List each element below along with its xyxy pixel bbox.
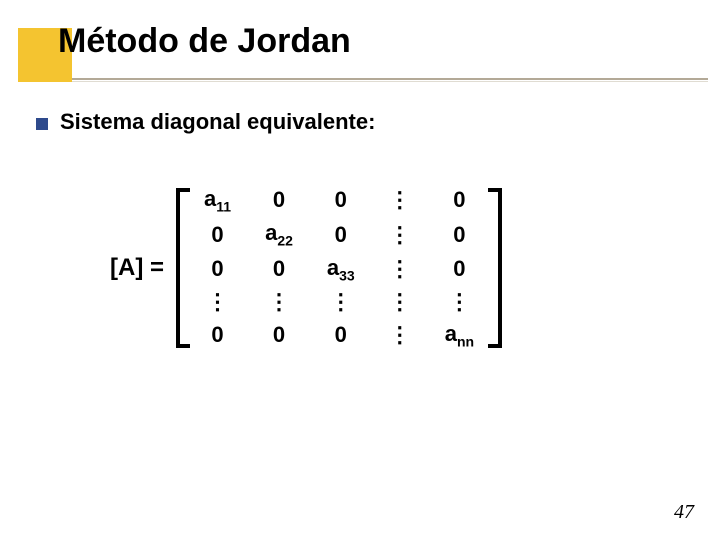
matrix-cell: 0 (335, 322, 347, 348)
matrix-cell: ⋮ (389, 322, 411, 348)
title-underline (18, 78, 708, 80)
matrix-cell: ⋮ (389, 256, 411, 282)
matrix-cell: a22 (265, 220, 293, 248)
matrix-bracket-right (488, 188, 502, 348)
matrix-bracket-left (176, 188, 190, 348)
matrix-cell: ⋮ (448, 289, 470, 315)
matrix-grid: a11 0 0 ⋮ 0 0 a22 0 ⋮ 0 0 0 a33 ⋮ 0 ⋮ ⋮ ⋮ ⋮ ⋮ 0 0 0 ⋮ ann (190, 180, 488, 356)
matrix-cell: 0 (273, 322, 285, 348)
bullet-text: Sistema diagonal equivalente: (60, 109, 375, 135)
matrix-cell: 0 (273, 187, 285, 213)
matrix-cell: 0 (453, 187, 465, 213)
matrix-cell: 0 (335, 187, 347, 213)
matrix-cell: ⋮ (389, 289, 411, 315)
matrix-cell: ⋮ (207, 289, 229, 315)
matrix-cell: ⋮ (389, 187, 411, 213)
matrix-cell: 0 (211, 322, 223, 348)
bullet-icon (36, 118, 48, 130)
matrix-equation: [A] = a11 0 0 ⋮ 0 0 a22 0 ⋮ 0 0 0 a33 ⋮ 0 ⋮ ⋮ ⋮ ⋮ ⋮ 0 0 0 ⋮ ann (110, 180, 502, 356)
matrix-cell: 0 (453, 222, 465, 248)
title-region: Método de Jordan (58, 22, 351, 61)
page-title: Método de Jordan (58, 22, 351, 61)
matrix-cell: ⋮ (330, 289, 352, 315)
matrix-cell: a33 (327, 255, 355, 283)
matrix-cell: a11 (204, 186, 231, 214)
matrix-cell: 0 (211, 256, 223, 282)
matrix-cell: ⋮ (389, 222, 411, 248)
title-underline-shadow (18, 81, 708, 82)
page-number: 47 (674, 501, 694, 524)
matrix-lhs: [A] = (110, 254, 164, 282)
matrix-cell: ⋮ (268, 289, 290, 315)
matrix-cell: 0 (273, 256, 285, 282)
matrix-cell: 0 (335, 222, 347, 248)
matrix-cell: ann (445, 321, 474, 349)
matrix-cell: 0 (211, 222, 223, 248)
matrix-cell: 0 (453, 256, 465, 282)
